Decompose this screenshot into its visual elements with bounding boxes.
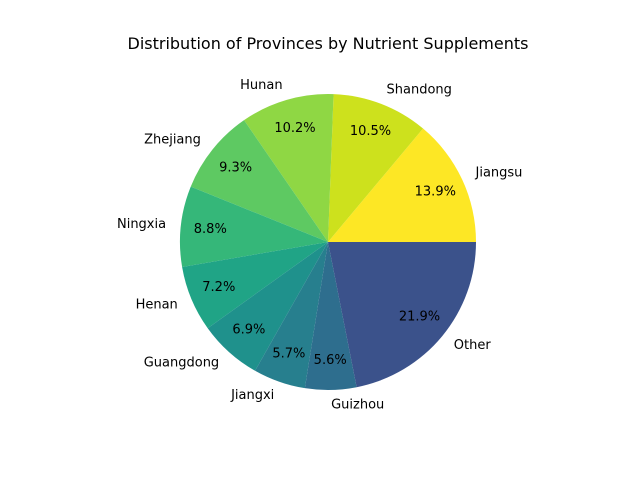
slice-percent-labels: 13.9% 10.5% 10.2% 9.3% 8.8% 7.2% 6.9% 5.7% 5.6% 2… [194,121,456,368]
slice-percent-jiangxi: 5.7% [272,346,305,361]
slice-percent-other: 21.9% [399,310,440,325]
slice-percent-hunan: 10.2% [274,121,315,136]
pie-slice-jiangxi [255,242,328,389]
slice-label-hunan: Hunan [240,78,282,93]
chart-title: Distribution of Provinces by Nutrient Su… [128,34,529,53]
slice-label-guizhou: Guizhou [331,397,384,412]
pie-slice-other [328,242,476,388]
slice-percent-zhejiang: 9.3% [219,161,252,176]
slice-label-jiangsu: Jiangsu [475,166,523,181]
pie-slices [179,94,476,391]
pie-slice-ningxia [179,186,328,267]
slice-percent-ningxia: 8.8% [194,222,227,237]
slice-label-ningxia: Ningxia [117,217,166,232]
pie-slice-zhejiang [190,120,328,242]
pie-slice-henan [182,242,328,329]
pie-slice-jiangsu [328,128,476,242]
slice-labels: Jiangsu Shandong Hunan Zhejiang Ningxia Henan… [117,78,522,412]
slice-label-other: Other [454,338,492,353]
slice-label-zhejiang: Zhejiang [144,133,201,148]
slice-percent-shandong: 10.5% [350,124,391,139]
slice-label-henan: Henan [136,297,178,312]
pie-slice-guizhou [304,242,357,391]
slice-percent-guizhou: 5.6% [314,353,347,368]
slice-label-jiangxi: Jiangxi [230,388,274,403]
slice-percent-jiangsu: 13.9% [415,184,456,199]
slice-percent-guangdong: 6.9% [232,323,265,338]
slice-percent-henan: 7.2% [202,280,235,295]
pie-slice-hunan [244,94,334,242]
pie-slice-guangdong [207,242,328,371]
slice-label-shandong: Shandong [387,83,452,98]
slice-label-guangdong: Guangdong [144,356,219,371]
pie-slice-shandong [328,94,424,242]
